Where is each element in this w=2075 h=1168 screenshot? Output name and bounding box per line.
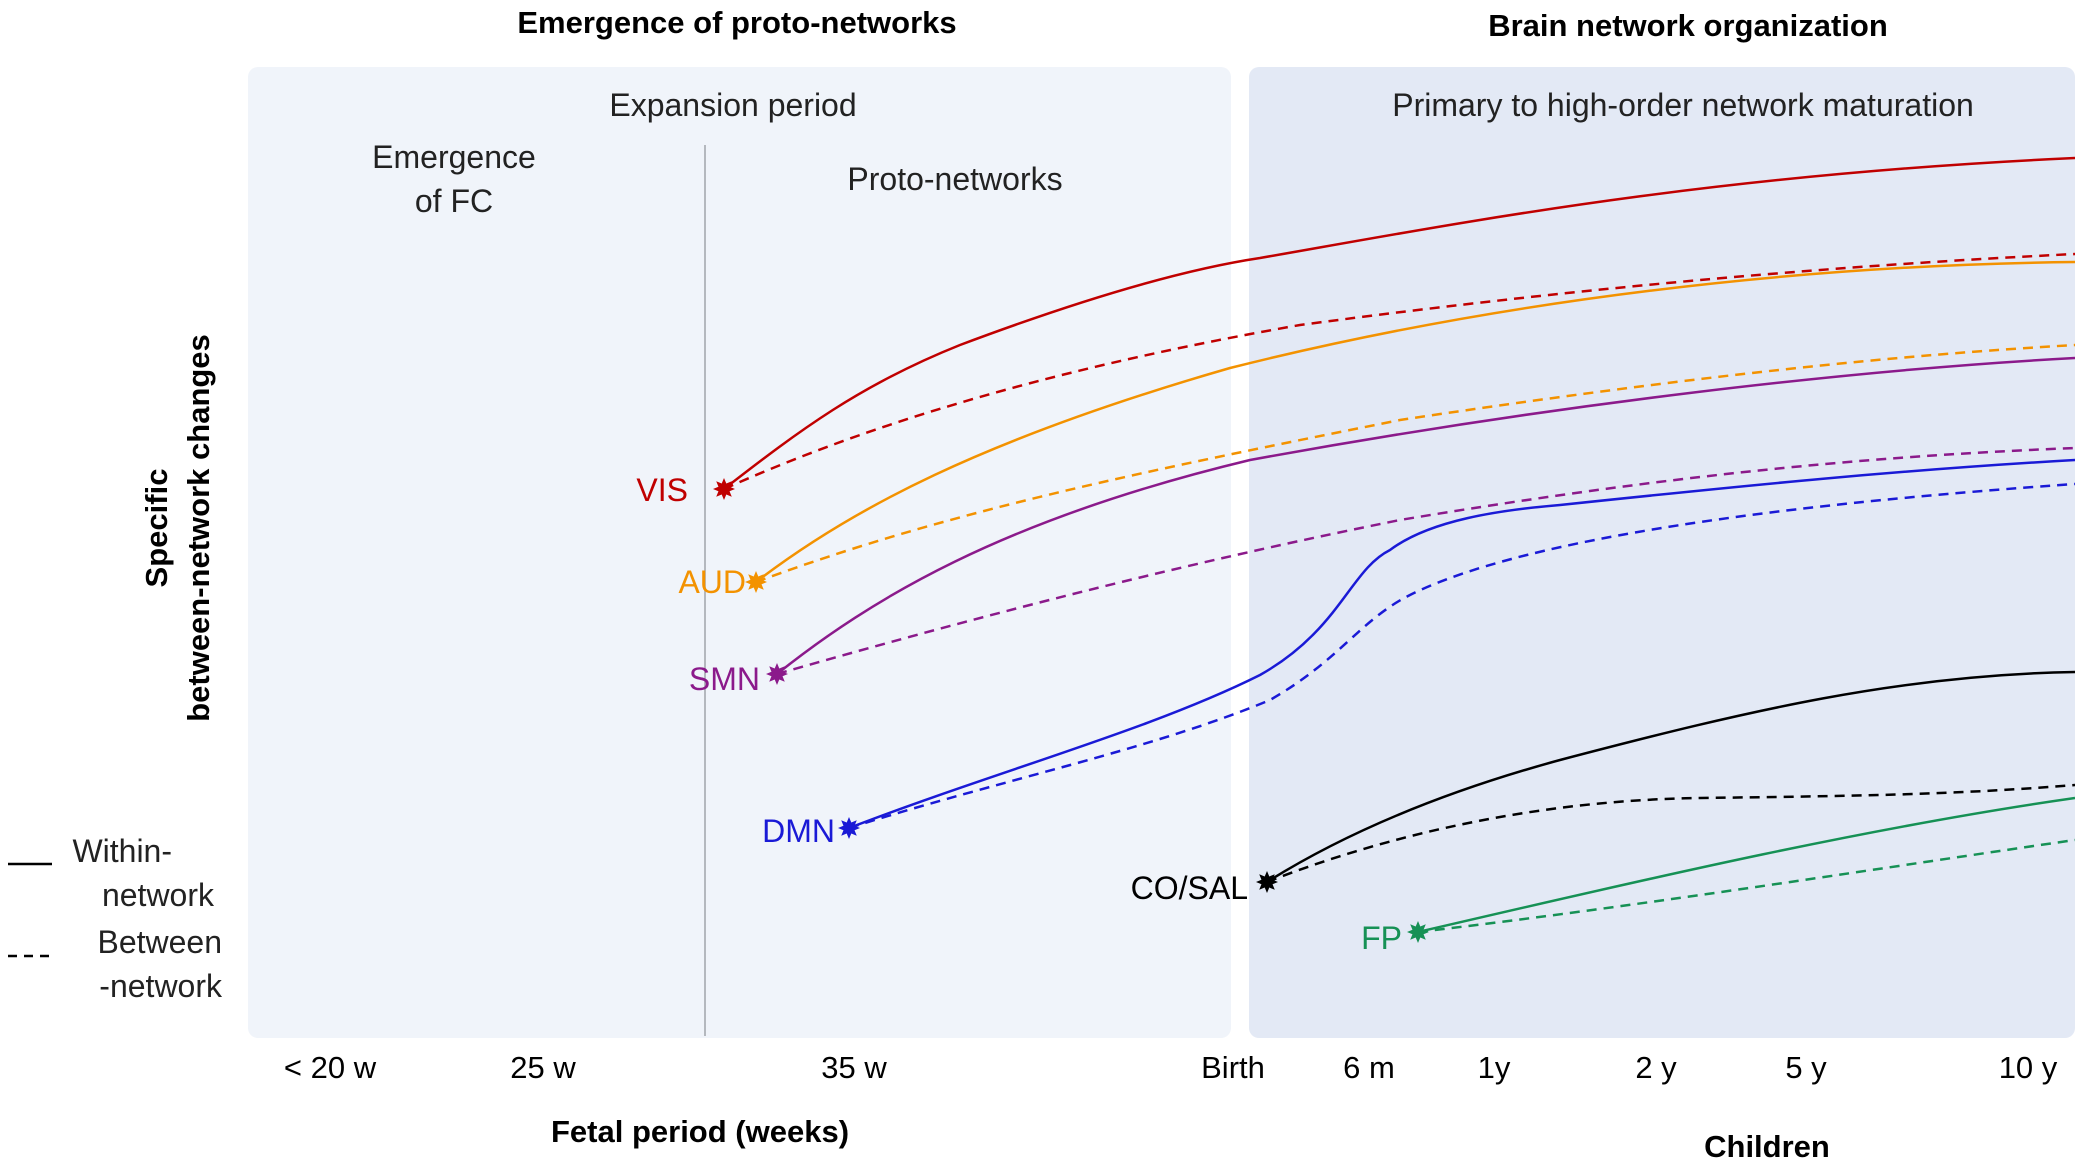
legend-within-line2: network <box>102 877 215 913</box>
x-tick-5y: 5 y <box>1785 1050 1827 1085</box>
x-label-fetal: Fetal period (weeks) <box>551 1114 849 1149</box>
aud-marker <box>745 571 767 593</box>
y-axis-label-line1: Specific <box>139 469 174 588</box>
dmn-marker <box>838 817 860 839</box>
cosal-within-curve <box>1266 670 2075 884</box>
aud-between-curve <box>755 343 2075 584</box>
legend-within-line1: Within- <box>72 833 172 869</box>
legend-between-line1: Between <box>97 924 222 960</box>
x-tick-25w: 25 w <box>510 1050 576 1085</box>
emergence-fc-label-line2: of FC <box>415 183 493 219</box>
x-tick-35w: 35 w <box>821 1050 887 1085</box>
vis-between-curve <box>723 252 2075 491</box>
x-label-children: Children <box>1704 1129 1830 1163</box>
x-tick-1y: 1y <box>1478 1050 1511 1085</box>
fp-marker <box>1407 921 1429 943</box>
dmn-between-curve <box>848 482 2075 830</box>
smn-between-curve <box>776 446 2075 676</box>
aud-label: AUD <box>678 564 746 600</box>
heading-left: Emergence of proto-networks <box>517 5 956 40</box>
x-tick-2y: 2 y <box>1635 1050 1677 1085</box>
maturation-title: Primary to high-order network maturation <box>1392 87 1974 123</box>
cosal-between-curve <box>1266 783 2075 884</box>
expansion-period-panel <box>248 67 1231 1038</box>
cosal-marker <box>1256 871 1278 893</box>
x-tick-lt20w: < 20 w <box>284 1050 377 1085</box>
vis-label: VIS <box>636 472 688 508</box>
emergence-fc-label-line1: Emergence <box>372 139 536 175</box>
legend-between-line2: -network <box>99 968 223 1004</box>
smn-label: SMN <box>689 661 760 697</box>
maturation-panel <box>1249 67 2075 1038</box>
fp-between-curve <box>1417 838 2075 934</box>
x-tick-6m: 6 m <box>1343 1050 1395 1085</box>
cosal-label: CO/SAL <box>1131 870 1248 906</box>
dmn-label: DMN <box>762 813 835 849</box>
heading-right: Brain network organization <box>1488 8 1888 43</box>
smn-within-curve <box>776 356 2075 675</box>
vis-marker <box>713 478 735 500</box>
aud-within-curve <box>755 260 2075 583</box>
dmn-within-curve <box>848 458 2075 830</box>
x-tick-birth: Birth <box>1201 1050 1265 1085</box>
y-axis-label-line2: between-network changes <box>181 334 216 722</box>
expansion-period-title: Expansion period <box>609 87 856 123</box>
x-tick-10y: 10 y <box>1999 1050 2058 1085</box>
smn-marker <box>766 663 788 685</box>
proto-networks-label: Proto-networks <box>847 161 1062 197</box>
fp-within-curve <box>1417 796 2075 934</box>
fp-label: FP <box>1361 920 1402 956</box>
vis-within-curve <box>723 156 2075 490</box>
